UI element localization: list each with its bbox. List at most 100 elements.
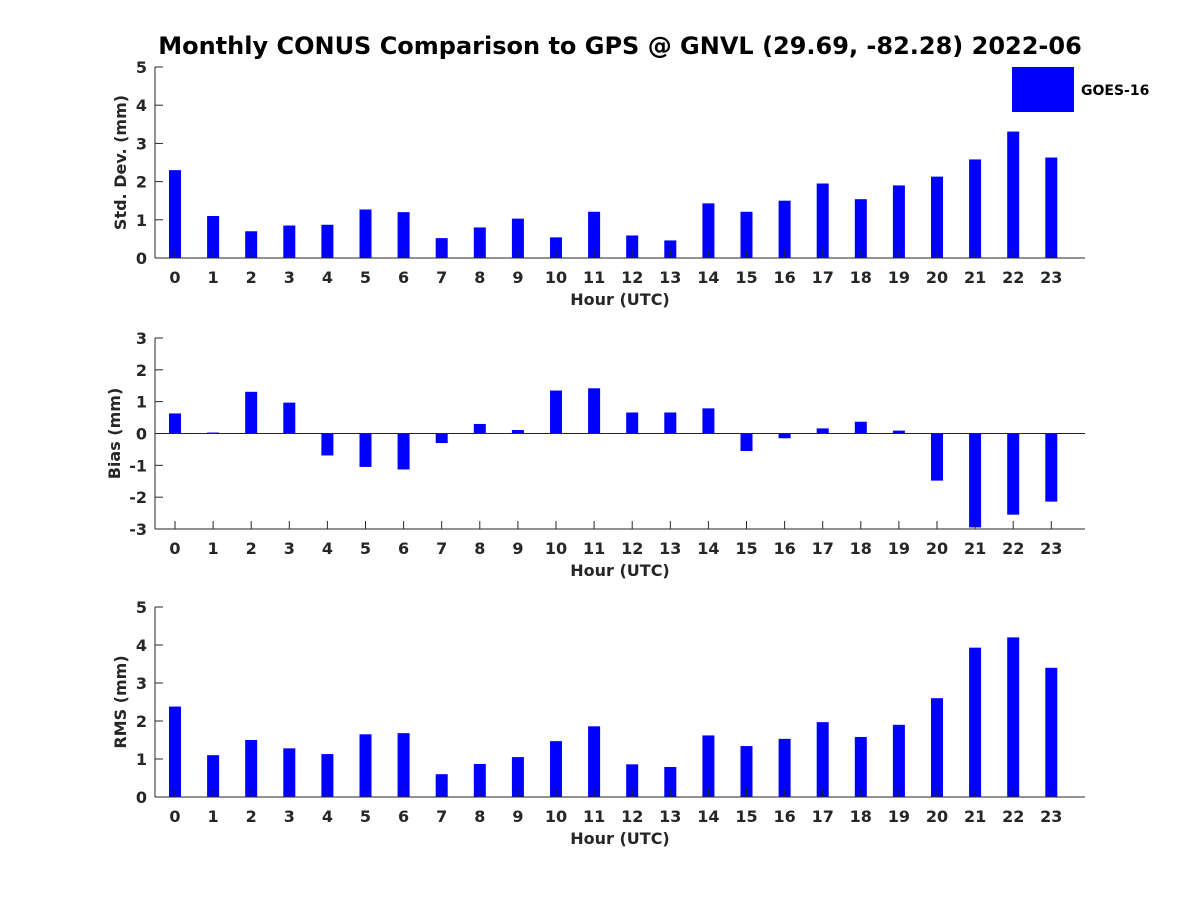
- x-tick-label: 11: [583, 268, 605, 287]
- x-tick-label: 15: [735, 539, 757, 558]
- bar-hour-18: [854, 199, 867, 258]
- x-tick-label: 21: [964, 807, 986, 826]
- bar-hour-20: [931, 698, 943, 797]
- x-tick-label: 7: [436, 807, 447, 826]
- x-tick-label: 15: [735, 268, 757, 287]
- x-tick-label: 11: [583, 807, 605, 826]
- x-tick-label: 6: [398, 807, 409, 826]
- bar-hour-15: [740, 211, 753, 258]
- bar-hour-15: [740, 433, 753, 452]
- x-tick-label: 19: [888, 268, 910, 287]
- bar-hour-5: [359, 209, 372, 258]
- x-tick-label: 0: [169, 268, 180, 287]
- x-tick-label: 17: [812, 268, 834, 287]
- x-tick-label: 0: [169, 807, 180, 826]
- x-tick-label: 17: [812, 539, 834, 558]
- x-tick-label: 14: [697, 268, 719, 287]
- bar-hour-14: [702, 408, 715, 434]
- x-tick-label: 13: [659, 268, 681, 287]
- bar-hour-15: [740, 746, 753, 797]
- x-tick-label: 2: [246, 268, 257, 287]
- x-tick-label: 5: [360, 539, 371, 558]
- y-tick-label: -2: [129, 488, 147, 507]
- bar-hour-9: [511, 218, 524, 258]
- bar-hour-18: [854, 421, 867, 434]
- x-tick-label: 8: [474, 539, 485, 558]
- x-tick-label: 2: [246, 539, 257, 558]
- x-tick-label: 13: [659, 539, 681, 558]
- x-tick-label: 15: [735, 807, 757, 826]
- y-tick-label: 2: [136, 173, 147, 192]
- x-tick-label: 9: [512, 539, 523, 558]
- x-tick-label: 12: [621, 268, 643, 287]
- bar-hour-1: [207, 755, 220, 797]
- x-tick-label: 18: [850, 539, 872, 558]
- bar-hour-22: [1007, 433, 1020, 515]
- x-tick-label: 5: [360, 807, 371, 826]
- bar-hour-21: [969, 433, 982, 528]
- x-tick-label: 20: [926, 268, 948, 287]
- y-tick-label: 0: [136, 249, 147, 268]
- x-tick-label: 10: [545, 268, 567, 287]
- bar-hour-5: [359, 734, 372, 797]
- y-tick-label: 2: [136, 361, 147, 380]
- x-tick-label: 23: [1040, 807, 1062, 826]
- x-tick-label: 12: [621, 807, 643, 826]
- bar-hour-23: [1045, 667, 1058, 797]
- x-tick-label: 8: [474, 268, 485, 287]
- bar-hour-21: [969, 159, 982, 258]
- bar-hour-10: [550, 237, 562, 258]
- x-tick-label: 21: [964, 539, 986, 558]
- y-tick-label: 3: [136, 674, 147, 693]
- x-tick-label: 17: [812, 807, 834, 826]
- bar-hour-19: [892, 724, 905, 797]
- bar-hour-2: [245, 740, 258, 797]
- bar-hour-20: [931, 176, 943, 258]
- bar-hour-3: [283, 748, 296, 797]
- x-tick-label: 10: [545, 807, 567, 826]
- y-axis-label: RMS (mm): [111, 655, 130, 748]
- x-tick-label: 18: [850, 268, 872, 287]
- bar-hour-23: [1045, 433, 1058, 502]
- bar-hour-20: [931, 433, 943, 481]
- legend: GOES-16: [1012, 67, 1149, 112]
- bar-hour-4: [321, 224, 334, 258]
- y-tick-label: 2: [136, 712, 147, 731]
- bar-hour-22: [1007, 637, 1020, 797]
- bar-hour-17: [816, 428, 829, 434]
- bar-hour-13: [664, 240, 677, 258]
- bar-hour-19: [892, 185, 905, 258]
- bar-hour-17: [816, 722, 829, 797]
- bar-hour-6: [397, 212, 410, 258]
- bar-hour-7: [435, 238, 448, 258]
- y-tick-label: 1: [136, 211, 147, 230]
- x-tick-label: 22: [1002, 807, 1024, 826]
- y-tick-label: 1: [136, 393, 147, 412]
- bar-hour-21: [969, 647, 982, 797]
- bar-hour-12: [626, 412, 639, 434]
- x-tick-label: 4: [322, 268, 333, 287]
- bar-hour-8: [473, 227, 486, 258]
- bar-hour-22: [1007, 131, 1020, 258]
- bar-hour-11: [588, 211, 601, 258]
- bar-hour-16: [778, 738, 791, 797]
- y-tick-label: 4: [136, 636, 147, 655]
- x-tick-label: 13: [659, 807, 681, 826]
- x-tick-label: 21: [964, 268, 986, 287]
- bar-hour-18: [854, 736, 867, 797]
- chart-title: Monthly CONUS Comparison to GPS @ GNVL (…: [158, 32, 1082, 60]
- bar-hour-23: [1045, 157, 1058, 258]
- x-tick-label: 1: [208, 807, 219, 826]
- x-tick-label: 0: [169, 539, 180, 558]
- x-tick-label: 19: [888, 807, 910, 826]
- y-tick-label: -1: [129, 456, 147, 475]
- bar-hour-6: [397, 433, 410, 470]
- bar-hour-0: [169, 170, 181, 258]
- x-axis-label: Hour (UTC): [570, 290, 670, 309]
- bar-hour-13: [664, 766, 677, 797]
- y-tick-label: 4: [136, 96, 147, 115]
- x-tick-label: 22: [1002, 539, 1024, 558]
- x-tick-label: 3: [284, 807, 295, 826]
- y-tick-label: 3: [136, 329, 147, 348]
